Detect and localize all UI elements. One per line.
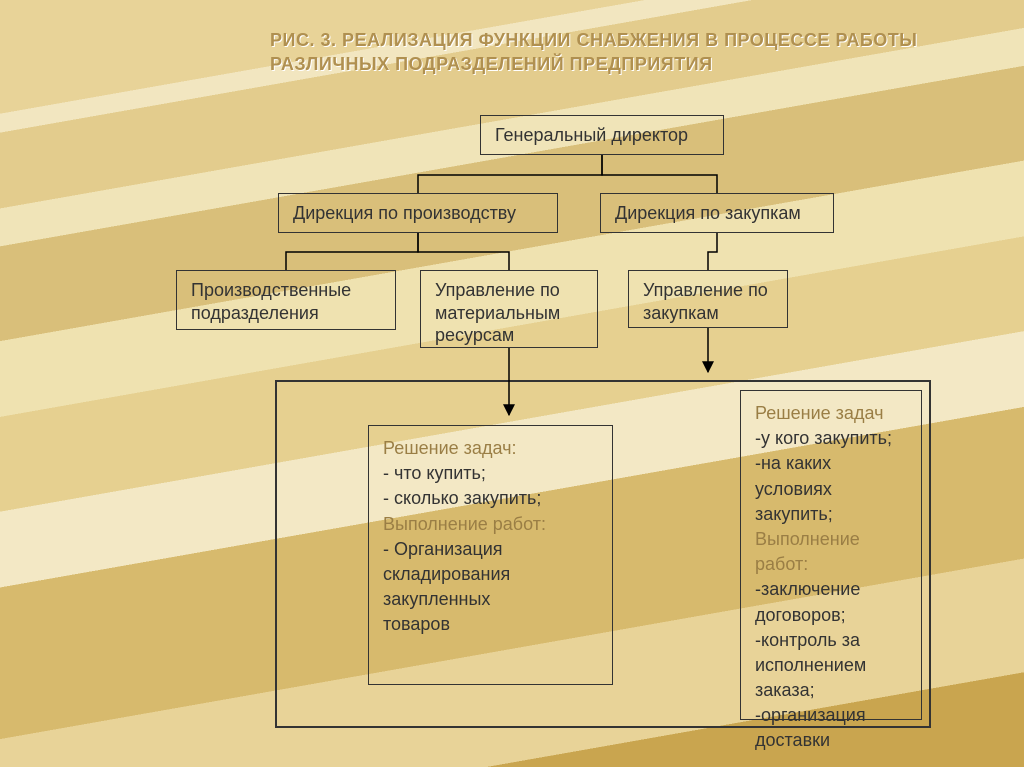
task-item: -у кого закупить; (755, 426, 907, 451)
task-header: Решение задач (755, 401, 907, 426)
task-item: -заключение (755, 577, 907, 602)
task-box-right: Решение задач-у кого закупить;-на каких … (740, 390, 922, 720)
connector (418, 155, 602, 193)
task-header: Выполнение работ: (383, 512, 598, 537)
task-item: - сколько закупить; (383, 486, 598, 511)
node-material-resources-mgmt: Управление по материальным ресурсам (420, 270, 598, 348)
task-item: - что купить; (383, 461, 598, 486)
task-item: -организация (755, 703, 907, 728)
connector (286, 233, 418, 270)
task-header: Решение задач: (383, 436, 598, 461)
node-purchasing-directorate: Дирекция по закупкам (600, 193, 834, 233)
task-item: закупленных (383, 587, 598, 612)
node-production-directorate: Дирекция по производству (278, 193, 558, 233)
task-item: закупить; (755, 502, 907, 527)
node-production-units: Производственные подразделения (176, 270, 396, 330)
diagram-title: РИС. 3. РЕАЛИЗАЦИЯ ФУНКЦИИ СНАБЖЕНИЯ В П… (270, 28, 970, 77)
task-item: исполнением (755, 653, 907, 678)
task-item: - Организация (383, 537, 598, 562)
task-item: доставки (755, 728, 907, 753)
task-item: -контроль за (755, 628, 907, 653)
connector (418, 233, 509, 270)
task-header: Выполнение работ: (755, 527, 907, 577)
connector (602, 155, 717, 193)
task-item: складирования (383, 562, 598, 587)
task-item: -на каких условиях (755, 451, 907, 501)
connector (708, 233, 717, 270)
task-item: товаров (383, 612, 598, 637)
task-item: договоров; (755, 603, 907, 628)
task-item: заказа; (755, 678, 907, 703)
node-general-director: Генеральный директор (480, 115, 724, 155)
node-purchasing-mgmt: Управление по закупкам (628, 270, 788, 328)
task-box-left: Решение задач:- что купить;- сколько зак… (368, 425, 613, 685)
